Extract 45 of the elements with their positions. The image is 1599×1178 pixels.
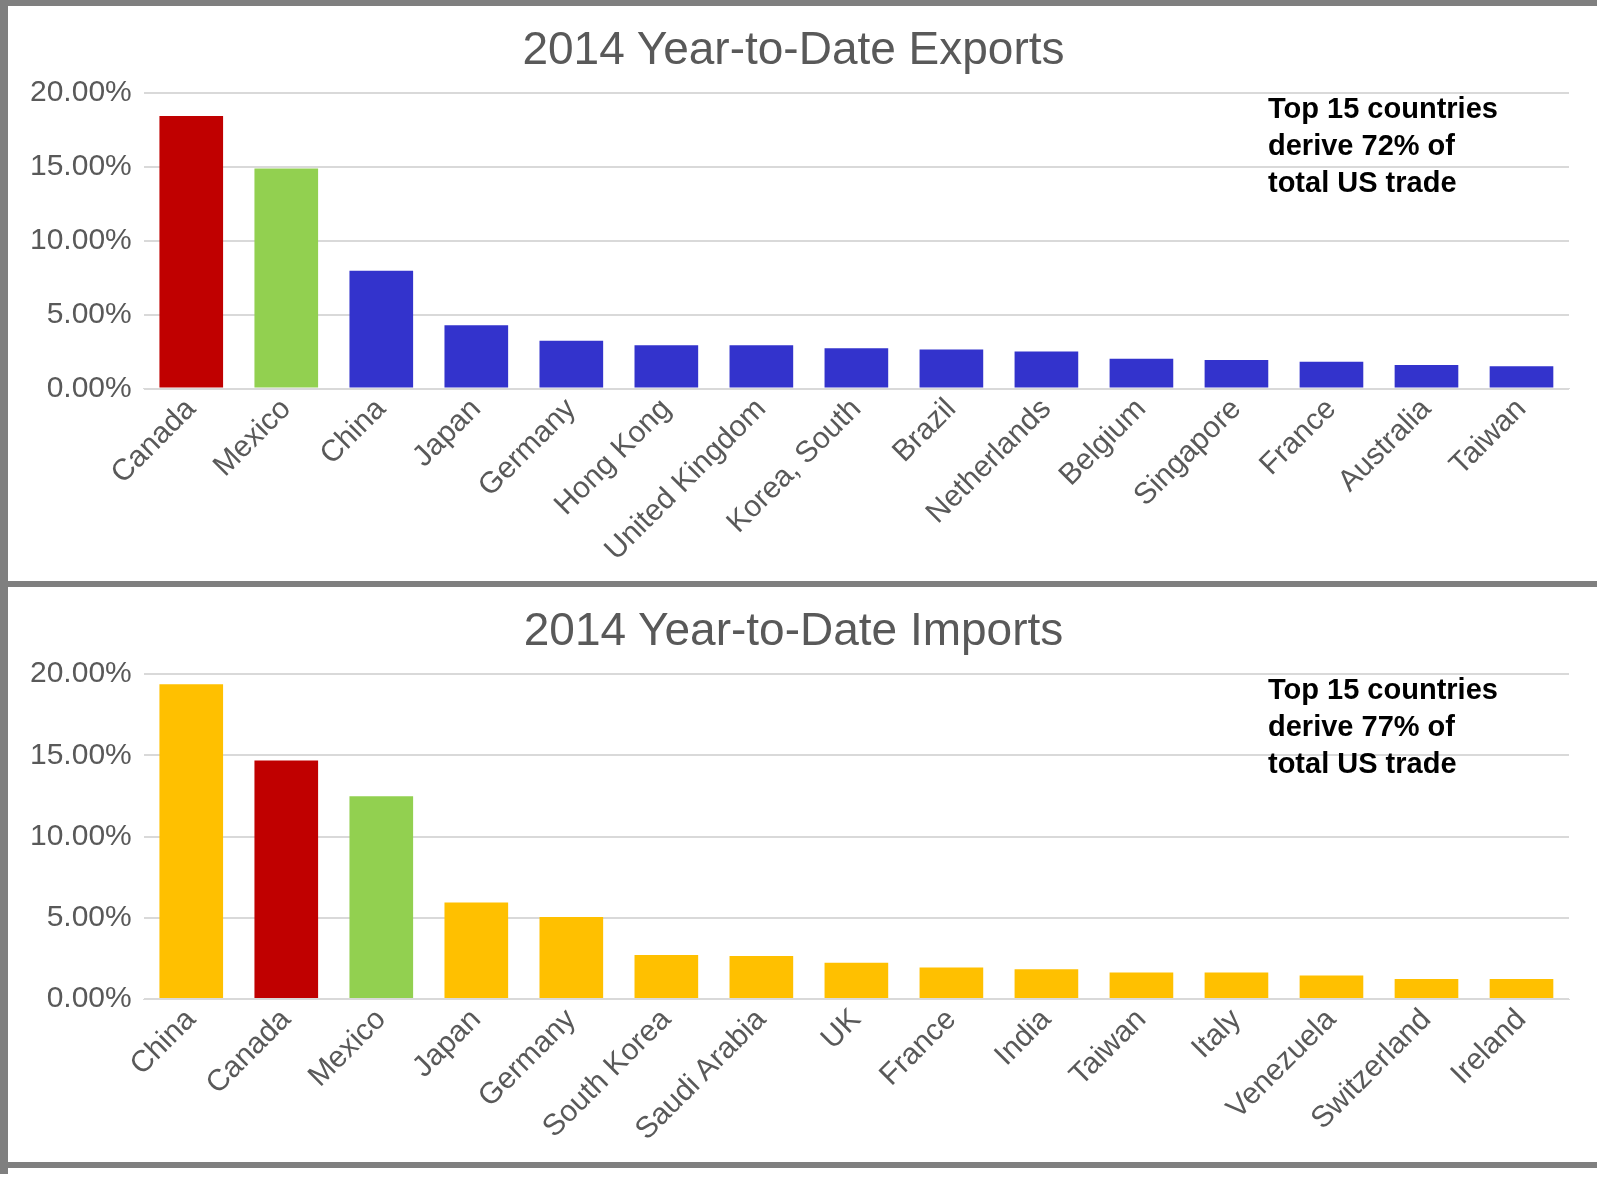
bar [1299, 361, 1364, 388]
bar [539, 340, 604, 388]
bar [444, 902, 509, 999]
bar [1299, 975, 1364, 999]
bar [919, 967, 984, 999]
x-tick-label: UK [813, 1001, 867, 1055]
y-tick-label: 10.00% [30, 817, 132, 851]
bar [159, 116, 224, 388]
bar [919, 349, 984, 388]
y-tick-label: 10.00% [30, 222, 132, 256]
bar [824, 348, 889, 388]
bar [159, 684, 224, 999]
y-tick-label: 5.00% [46, 899, 132, 933]
bar [1394, 364, 1459, 388]
y-tick-label: 5.00% [46, 296, 132, 330]
bar [349, 270, 414, 388]
bar [1489, 978, 1554, 999]
y-tick-label: 0.00% [46, 980, 132, 1014]
annotation: Top 15 countries derive 72% of total US trade [1268, 91, 1498, 198]
bar [1014, 351, 1079, 388]
bar [1014, 969, 1079, 999]
annotation: Top 15 countries derive 77% of total US trade [1268, 672, 1498, 779]
bar [1394, 978, 1459, 999]
y-tick-label: 20.00% [30, 74, 132, 108]
bar [1109, 972, 1174, 999]
y-tick-label: 0.00% [46, 369, 132, 403]
bar [254, 760, 319, 999]
bar [254, 168, 319, 388]
chart-title: 2014 Year-to-Date Exports [522, 22, 1065, 75]
chart-title: 2014 Year-to-Date Imports [523, 603, 1064, 656]
y-tick-label: 15.00% [30, 736, 132, 770]
bar [1204, 972, 1269, 999]
bar [634, 345, 699, 388]
bar [539, 916, 604, 999]
bar [1109, 358, 1174, 388]
bar [824, 962, 889, 999]
bar [349, 796, 414, 999]
bar [1489, 366, 1554, 388]
bar [1204, 360, 1269, 388]
bar [444, 325, 509, 388]
y-tick-label: 15.00% [30, 148, 132, 182]
bar [729, 956, 794, 999]
bar [634, 954, 699, 999]
y-tick-label: 20.00% [30, 655, 132, 689]
bar [729, 345, 794, 388]
